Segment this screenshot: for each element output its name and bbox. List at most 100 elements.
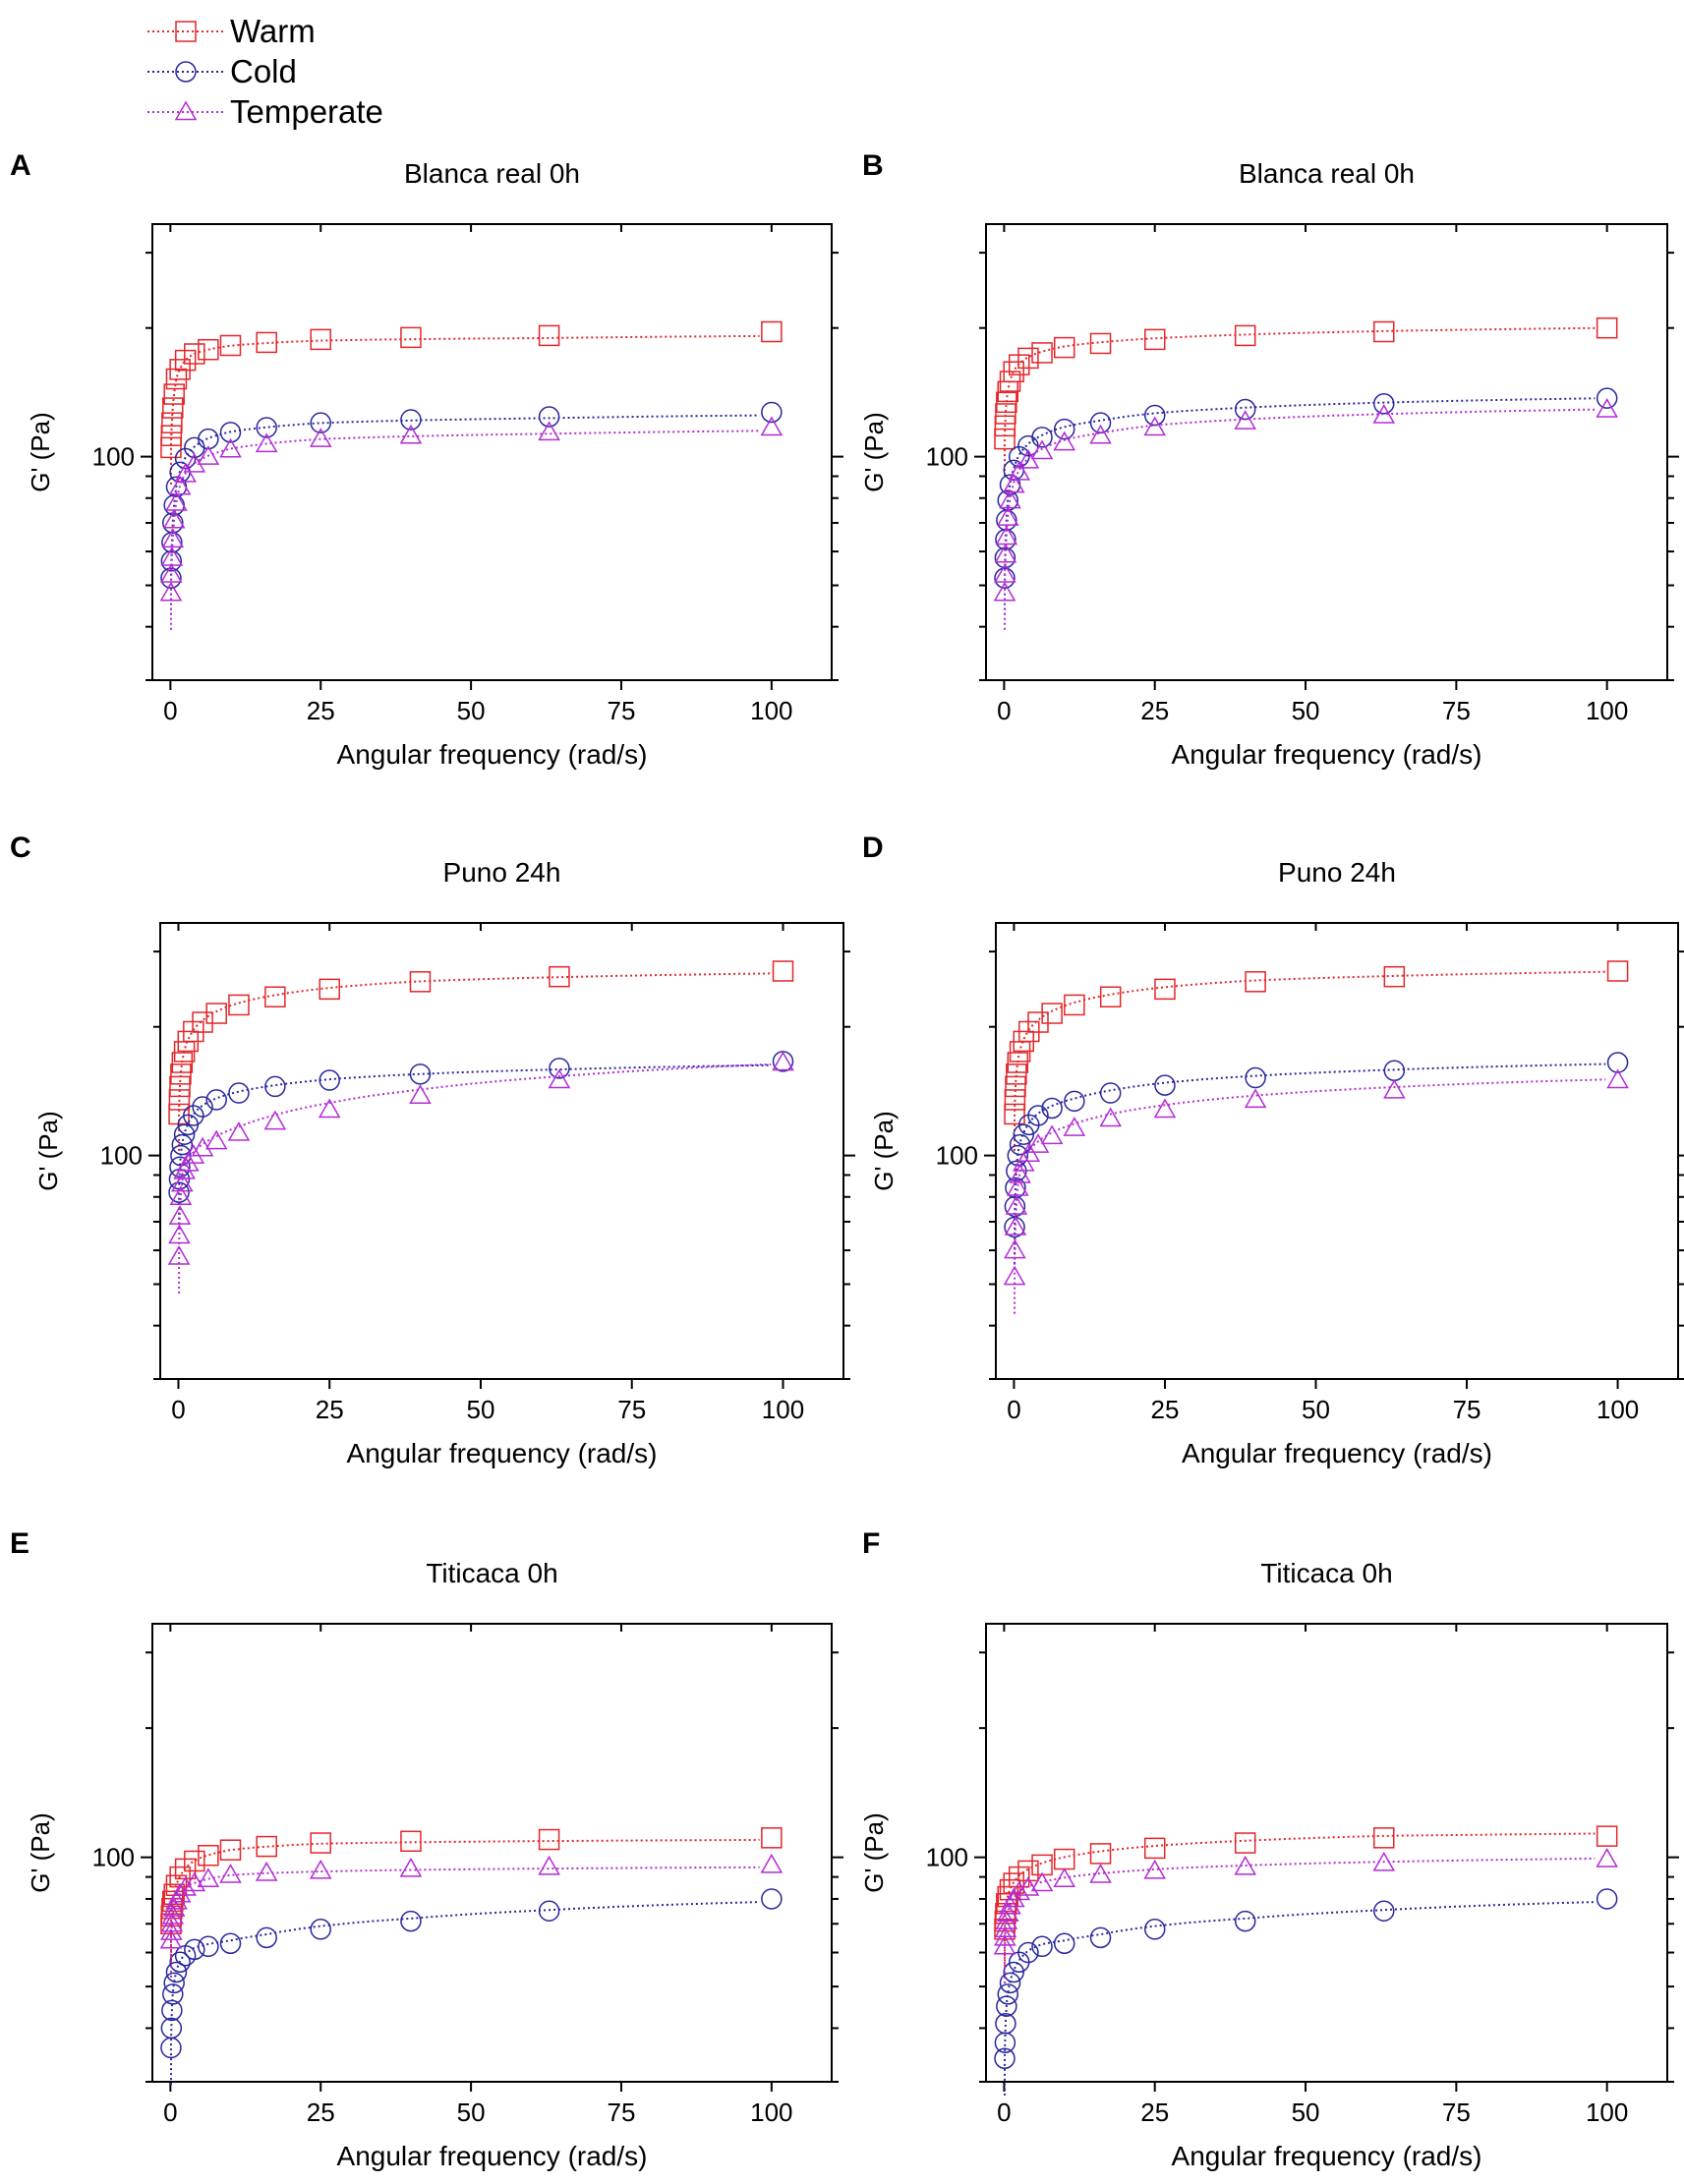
data-point: [169, 1185, 193, 1206]
data-point: [170, 1063, 192, 1085]
data-point: [161, 1904, 185, 1925]
data-point: [228, 1082, 250, 1104]
data-point: [256, 417, 277, 438]
data-point: [1005, 1075, 1026, 1098]
data-point: [205, 1003, 227, 1024]
data-point: [1008, 354, 1030, 375]
x-tick-label: 100: [750, 696, 792, 725]
data-point: [161, 528, 185, 548]
data-point: [1373, 392, 1395, 415]
data-point: [219, 1864, 242, 1883]
fit-line: [178, 1063, 772, 1293]
fit-line: [170, 414, 760, 615]
x-tick-label: 50: [1292, 696, 1320, 725]
data-point: [1007, 1144, 1029, 1167]
x-tick-label: 0: [997, 2098, 1011, 2127]
data-point: [1606, 1052, 1629, 1073]
chart-title: Puno 24h: [1278, 857, 1396, 888]
series-temperate: [993, 398, 1618, 630]
x-axis: 0 25 50 75 100: [163, 1624, 793, 2127]
series-warm: [994, 1825, 1618, 1967]
data-point: [1064, 994, 1085, 1016]
x-axis-label: Angular frequency (rad/s): [347, 1438, 658, 1468]
x-tick-label: 75: [608, 696, 636, 725]
panel-letter: D: [862, 832, 884, 864]
data-point: [198, 1935, 219, 1958]
series-warm: [160, 1827, 783, 1961]
data-point: [184, 1938, 205, 1961]
data-point: [1031, 342, 1053, 364]
data-point: [310, 412, 331, 433]
x-tick-label: 50: [467, 1395, 495, 1424]
data-point: [1372, 1851, 1396, 1871]
data-point: [999, 489, 1021, 509]
data-point: [1089, 1843, 1112, 1865]
data-point: [168, 1181, 190, 1203]
x-tick-label: 75: [608, 2098, 636, 2127]
x-tick-label: 50: [457, 2098, 486, 2127]
data-point: [319, 1069, 340, 1091]
data-point: [191, 1136, 214, 1157]
data-point: [1154, 1074, 1176, 1096]
data-point: [264, 1075, 286, 1098]
x-tick-label: 25: [316, 1395, 344, 1424]
x-axis: 0 25 50 75 100: [1007, 923, 1639, 1424]
data-point: [198, 338, 219, 361]
data-point: [997, 1983, 1019, 2005]
data-point: [1596, 387, 1618, 409]
data-point: [167, 1244, 191, 1265]
data-point: [174, 1875, 197, 1896]
fit-line: [1014, 1063, 1606, 1264]
data-point: [400, 1910, 422, 1932]
data-point: [161, 1999, 183, 2022]
data-point: [1027, 1011, 1049, 1033]
data-point: [994, 415, 1016, 437]
y-axis-label: G' (Pa): [859, 1812, 889, 1893]
data-point: [1154, 978, 1176, 1001]
data-point: [255, 432, 278, 453]
data-point: [400, 409, 422, 431]
data-point: [772, 1051, 794, 1071]
data-point: [256, 331, 277, 354]
x-axis-label: Angular frequency (rad/s): [337, 2141, 648, 2171]
x-tick-label: 0: [163, 696, 177, 725]
legend-item-warm: Warm: [147, 13, 316, 49]
data-point: [1596, 316, 1618, 339]
y-axis-label: G' (Pa): [33, 1111, 63, 1191]
panel-letter: A: [10, 149, 31, 182]
data-point: [162, 1983, 184, 2005]
data-point: [996, 506, 1019, 526]
data-point: [160, 425, 183, 446]
data-point: [1153, 1098, 1177, 1119]
data-point: [1004, 1215, 1027, 1236]
series-temperate: [159, 1853, 784, 1978]
data-point: [1041, 1003, 1063, 1024]
fit-line: [170, 334, 760, 485]
data-point: [538, 406, 560, 428]
data-point: [160, 567, 182, 589]
data-point: [173, 1123, 196, 1145]
data-point: [171, 1172, 194, 1192]
data-point: [1017, 347, 1039, 370]
data-point: [1030, 1871, 1054, 1892]
panel-d: D Puno 24h 0 25 50 75 100 Angular frequency (ra…: [862, 832, 1684, 1468]
data-point: [1234, 1855, 1257, 1875]
plot-frame: [985, 223, 1668, 681]
data-point: [162, 1897, 186, 1917]
panel-letter: F: [862, 1527, 880, 1560]
series-warm: [994, 316, 1618, 477]
series-cold: [168, 1051, 794, 1230]
data-point: [1373, 320, 1395, 343]
data-point: [1245, 1066, 1266, 1089]
x-tick-label: 0: [1007, 1395, 1020, 1424]
data-point: [1596, 1825, 1618, 1847]
data-point: [228, 994, 250, 1016]
data-point: [1606, 1068, 1629, 1089]
series-warm: [160, 320, 783, 485]
data-point: [1089, 424, 1112, 444]
data-point: [1004, 1216, 1025, 1238]
series-temperate: [159, 416, 784, 630]
data-point: [1005, 1194, 1028, 1215]
data-point: [760, 416, 784, 436]
x-tick-label: 25: [1140, 696, 1169, 725]
